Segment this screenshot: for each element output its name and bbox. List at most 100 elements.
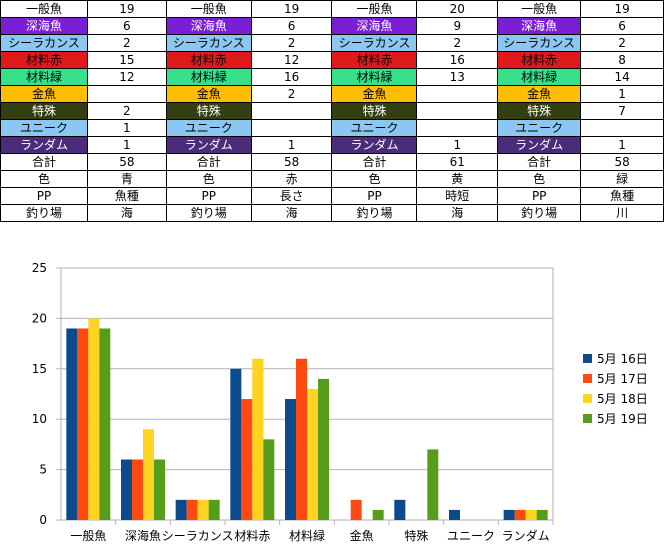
- value-cell[interactable]: 19: [250, 0, 333, 18]
- row-label-cell[interactable]: ランダム: [497, 136, 582, 154]
- value-cell[interactable]: 1: [86, 136, 167, 154]
- value-cell[interactable]: 2: [580, 34, 664, 52]
- row-label-cell[interactable]: 材料赤: [331, 51, 418, 69]
- row-label-cell[interactable]: 金魚: [165, 85, 252, 103]
- row-label-cell[interactable]: 材料赤: [165, 51, 252, 69]
- value-cell[interactable]: 58: [580, 153, 664, 171]
- row-label-cell[interactable]: ユニーク: [497, 119, 582, 137]
- row-label-cell[interactable]: 材料緑: [0, 68, 88, 86]
- row-label-cell[interactable]: 深海魚: [497, 17, 582, 35]
- row-label-cell[interactable]: 深海魚: [0, 17, 88, 35]
- value-cell[interactable]: [250, 102, 333, 120]
- value-cell[interactable]: 2: [86, 34, 167, 52]
- row-label-cell[interactable]: 材料緑: [331, 68, 418, 86]
- row-label-cell[interactable]: シーラカンス: [165, 34, 252, 52]
- value-cell[interactable]: 12: [250, 51, 333, 69]
- row-label-cell[interactable]: ランダム: [331, 136, 418, 154]
- value-cell[interactable]: 1: [580, 136, 664, 154]
- row-label-cell[interactable]: 色: [165, 170, 252, 188]
- row-label-cell[interactable]: PP: [165, 187, 252, 205]
- row-label-cell[interactable]: 色: [331, 170, 418, 188]
- row-label-cell[interactable]: 特殊: [497, 102, 582, 120]
- row-label-cell[interactable]: 金魚: [0, 85, 88, 103]
- value-cell[interactable]: 58: [250, 153, 333, 171]
- row-label-cell[interactable]: 釣り場: [165, 204, 252, 222]
- value-cell[interactable]: 2: [86, 102, 167, 120]
- row-label-cell[interactable]: ランダム: [165, 136, 252, 154]
- value-cell[interactable]: 13: [416, 68, 499, 86]
- value-cell[interactable]: [416, 85, 499, 103]
- row-label-cell[interactable]: 一般魚: [165, 0, 252, 18]
- row-label-cell[interactable]: 特殊: [0, 102, 88, 120]
- row-label-cell[interactable]: ユニーク: [331, 119, 418, 137]
- row-label-cell[interactable]: 釣り場: [0, 204, 88, 222]
- value-cell[interactable]: 8: [580, 51, 664, 69]
- row-label-cell[interactable]: 釣り場: [331, 204, 418, 222]
- value-cell[interactable]: 緑: [580, 170, 664, 188]
- value-cell[interactable]: 58: [86, 153, 167, 171]
- row-label-cell[interactable]: 釣り場: [497, 204, 582, 222]
- value-cell[interactable]: [250, 119, 333, 137]
- row-label-cell[interactable]: 材料緑: [497, 68, 582, 86]
- value-cell[interactable]: 1: [580, 85, 664, 103]
- row-label-cell[interactable]: 合計: [165, 153, 252, 171]
- value-cell[interactable]: 川: [580, 204, 664, 222]
- row-label-cell[interactable]: PP: [331, 187, 418, 205]
- row-label-cell[interactable]: 特殊: [165, 102, 252, 120]
- row-label-cell[interactable]: 材料赤: [0, 51, 88, 69]
- value-cell[interactable]: 16: [250, 68, 333, 86]
- value-cell[interactable]: 海: [416, 204, 499, 222]
- value-cell[interactable]: 赤: [250, 170, 333, 188]
- value-cell[interactable]: 2: [416, 34, 499, 52]
- row-label-cell[interactable]: 色: [0, 170, 88, 188]
- value-cell[interactable]: 7: [580, 102, 664, 120]
- value-cell[interactable]: 長さ: [250, 187, 333, 205]
- row-label-cell[interactable]: 一般魚: [0, 0, 88, 18]
- value-cell[interactable]: 6: [580, 17, 664, 35]
- value-cell[interactable]: 16: [416, 51, 499, 69]
- value-cell[interactable]: 9: [416, 17, 499, 35]
- value-cell[interactable]: 12: [86, 68, 167, 86]
- value-cell[interactable]: 1: [86, 119, 167, 137]
- value-cell[interactable]: 魚種: [86, 187, 167, 205]
- value-cell[interactable]: 海: [86, 204, 167, 222]
- value-cell[interactable]: 2: [250, 34, 333, 52]
- row-label-cell[interactable]: 深海魚: [165, 17, 252, 35]
- row-label-cell[interactable]: シーラカンス: [0, 34, 88, 52]
- value-cell[interactable]: [416, 102, 499, 120]
- value-cell[interactable]: 15: [86, 51, 167, 69]
- row-label-cell[interactable]: 色: [497, 170, 582, 188]
- value-cell[interactable]: 青: [86, 170, 167, 188]
- value-cell[interactable]: 6: [250, 17, 333, 35]
- row-label-cell[interactable]: 一般魚: [331, 0, 418, 18]
- row-label-cell[interactable]: PP: [0, 187, 88, 205]
- row-label-cell[interactable]: ユニーク: [0, 119, 88, 137]
- value-cell[interactable]: 1: [416, 136, 499, 154]
- value-cell[interactable]: 14: [580, 68, 664, 86]
- row-label-cell[interactable]: 金魚: [331, 85, 418, 103]
- row-label-cell[interactable]: ランダム: [0, 136, 88, 154]
- row-label-cell[interactable]: PP: [497, 187, 582, 205]
- value-cell[interactable]: 6: [86, 17, 167, 35]
- value-cell[interactable]: 61: [416, 153, 499, 171]
- row-label-cell[interactable]: 材料赤: [497, 51, 582, 69]
- row-label-cell[interactable]: 合計: [331, 153, 418, 171]
- value-cell[interactable]: 1: [250, 136, 333, 154]
- value-cell[interactable]: 19: [580, 0, 664, 18]
- value-cell[interactable]: 時短: [416, 187, 499, 205]
- value-cell[interactable]: 2: [250, 85, 333, 103]
- row-label-cell[interactable]: 深海魚: [331, 17, 418, 35]
- value-cell[interactable]: 魚種: [580, 187, 664, 205]
- row-label-cell[interactable]: 材料緑: [165, 68, 252, 86]
- value-cell[interactable]: [86, 85, 167, 103]
- row-label-cell[interactable]: 特殊: [331, 102, 418, 120]
- row-label-cell[interactable]: 合計: [497, 153, 582, 171]
- value-cell[interactable]: 19: [86, 0, 167, 18]
- row-label-cell[interactable]: 金魚: [497, 85, 582, 103]
- value-cell[interactable]: 海: [250, 204, 333, 222]
- row-label-cell[interactable]: シーラカンス: [497, 34, 582, 52]
- value-cell[interactable]: 20: [416, 0, 499, 18]
- value-cell[interactable]: [416, 119, 499, 137]
- value-cell[interactable]: 黄: [416, 170, 499, 188]
- row-label-cell[interactable]: 合計: [0, 153, 88, 171]
